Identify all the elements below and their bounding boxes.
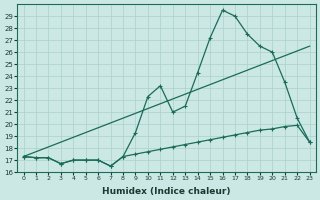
X-axis label: Humidex (Indice chaleur): Humidex (Indice chaleur): [102, 187, 231, 196]
